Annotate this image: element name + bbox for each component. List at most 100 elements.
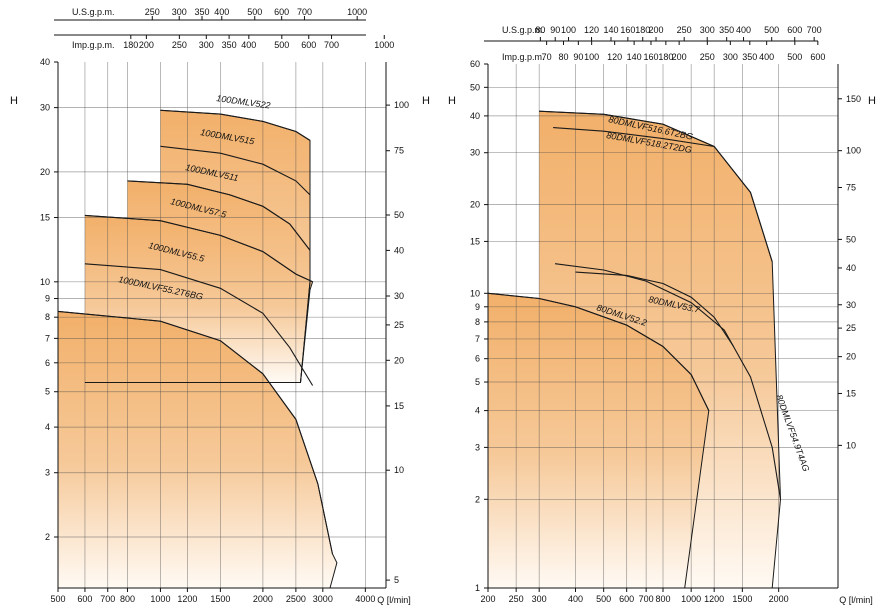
y-tick-label-m: 9	[45, 294, 50, 304]
us-gpm-tick-label: 600	[274, 7, 289, 17]
imp-gpm-tick-label: 500	[274, 40, 289, 50]
y-tick-label-m: 7	[475, 334, 480, 344]
chart-80dmlv: 200 250 300 400 500 600 700 800 1000 1200 1500 2000…	[448, 25, 876, 605]
y-tick-label-m: 40	[40, 57, 50, 67]
imp-gpm-tick-label: 700	[324, 40, 339, 50]
x-tick-label: 700	[100, 594, 115, 604]
us-gpm-tick-label: 400	[736, 25, 751, 35]
x-axis-title: Q [l/min]	[377, 595, 411, 605]
imp-gpm-tick-label: 300	[199, 40, 214, 50]
x-tick-label: 2500	[286, 594, 306, 604]
us-gpm-tick-label: 350	[719, 25, 734, 35]
y-tick-label-ft: 30	[394, 291, 404, 301]
y-tick-label-m: 6	[45, 358, 50, 368]
imp-gpm-tick-label: 400	[241, 40, 256, 50]
us-gpm-tick-label: 100	[561, 25, 576, 35]
y-tick-label-ft: 40	[394, 245, 404, 255]
y-tick-label-m: 10	[40, 277, 50, 287]
series-line-80DMLV53.7	[575, 271, 735, 347]
series-line-80DMLVF54.9T4AG	[554, 263, 782, 500]
y-tick-label-ft: 75	[394, 146, 404, 156]
x-tick-label: 250	[509, 594, 524, 604]
imp-gpm-tick-label: 500	[787, 52, 802, 62]
y-tick-label-ft: 25	[394, 320, 404, 330]
y-tick-label-ft: 100	[846, 146, 861, 156]
x-tick-label: 3000	[313, 594, 333, 604]
us-gpm-tick-label: 200	[649, 25, 664, 35]
y-tick-label-ft: 15	[394, 401, 404, 411]
y-axis-title-left: H	[10, 95, 18, 107]
x-tick-label: 500	[50, 594, 65, 604]
imp-gpm-tick-label: 200	[672, 52, 687, 62]
imp-gpm-tick-label: 1000	[374, 40, 394, 50]
y-tick-label-m: 30	[470, 148, 480, 158]
us-gpm-tick-label: 250	[677, 25, 692, 35]
y-axis-title-right: H	[868, 95, 876, 107]
y-tick-label-m: 4	[475, 406, 480, 416]
y-tick-label-ft: 150	[846, 94, 861, 104]
us-gpm-tick-label: 500	[247, 7, 262, 17]
imp-gpm-tick-label: 200	[139, 40, 154, 50]
y-tick-label-m: 15	[470, 236, 480, 246]
us-gpm-tick-label: 120	[584, 25, 599, 35]
y-tick-label-m: 3	[45, 468, 50, 478]
imp-gpm-tick-label: 70	[542, 52, 552, 62]
y-tick-label-ft: 30	[846, 300, 856, 310]
imp-gpm-title: Imp.g.p.m.	[502, 52, 545, 62]
us-gpm-tick-label: 350	[194, 7, 209, 17]
x-tick-label: 600	[619, 594, 634, 604]
x-tick-label: 800	[120, 594, 135, 604]
imp-gpm-tick-label: 90	[573, 52, 583, 62]
y-tick-label-m: 1	[475, 583, 480, 593]
x-tick-label: 700	[639, 594, 654, 604]
envelope-outline-2	[84, 214, 314, 383]
us-gpm-tick-label: 300	[700, 25, 715, 35]
imp-gpm-tick-label: 160	[643, 52, 658, 62]
y-tick-label-m: 60	[470, 59, 480, 69]
y-tick-label-m: 20	[470, 200, 480, 210]
us-gpm-tick-label: 160	[620, 25, 635, 35]
y-tick-label-m: 20	[40, 167, 50, 177]
us-gpm-tick-label: 700	[297, 7, 312, 17]
y-tick-label-ft: 20	[394, 355, 404, 365]
us-gpm-title: U.S.g.p.m.	[72, 7, 115, 17]
y-tick-label-m: 7	[45, 333, 50, 343]
x-tick-label: 1000	[681, 594, 701, 604]
us-gpm-tick-label: 80	[535, 25, 545, 35]
y-tick-label-ft: 5	[394, 575, 399, 585]
series-line-100DMLV55.5	[84, 263, 314, 386]
x-tick-label: 200	[480, 594, 495, 604]
y-tick-label-m: 9	[475, 302, 480, 312]
y-tick-label-m: 8	[45, 312, 50, 322]
y-tick-label-ft: 10	[394, 465, 404, 475]
y-tick-label-ft: 20	[846, 352, 856, 362]
us-gpm-title: U.S.g.p.m.	[502, 25, 545, 35]
x-tick-label: 500	[596, 594, 611, 604]
imp-gpm-title: Imp.g.p.m.	[72, 40, 115, 50]
imp-gpm-tick-label: 350	[222, 40, 237, 50]
y-tick-label-m: 4	[45, 422, 50, 432]
us-gpm-tick-label: 700	[807, 25, 822, 35]
series-line-80DMLVF518.2T2DG	[553, 127, 715, 148]
imp-gpm-tick-label: 80	[558, 52, 568, 62]
x-tick-label: 1500	[210, 594, 230, 604]
us-gpm-tick-label: 140	[603, 25, 618, 35]
imp-gpm-tick-label: 250	[172, 40, 187, 50]
x-tick-label: 2000	[253, 594, 273, 604]
imp-gpm-tick-label: 250	[700, 52, 715, 62]
y-tick-label-ft: 100	[394, 100, 409, 110]
y-tick-label-m: 30	[40, 103, 50, 113]
us-gpm-tick-label: 1000	[347, 7, 367, 17]
y-tick-label-m: 2	[475, 494, 480, 504]
us-gpm-tick-label: 400	[214, 7, 229, 17]
y-tick-label-m: 10	[470, 288, 480, 298]
us-gpm-tick-label: 180	[635, 25, 650, 35]
imp-gpm-tick-label: 180	[658, 52, 673, 62]
y-tick-label-ft: 25	[846, 323, 856, 333]
envelope-outline-1	[487, 292, 710, 589]
y-tick-label-ft: 10	[846, 440, 856, 450]
x-tick-label: 600	[77, 594, 92, 604]
curve-label: 80DMLVF54.9T4AG	[774, 393, 811, 473]
us-gpm-tick-label: 90	[550, 25, 560, 35]
